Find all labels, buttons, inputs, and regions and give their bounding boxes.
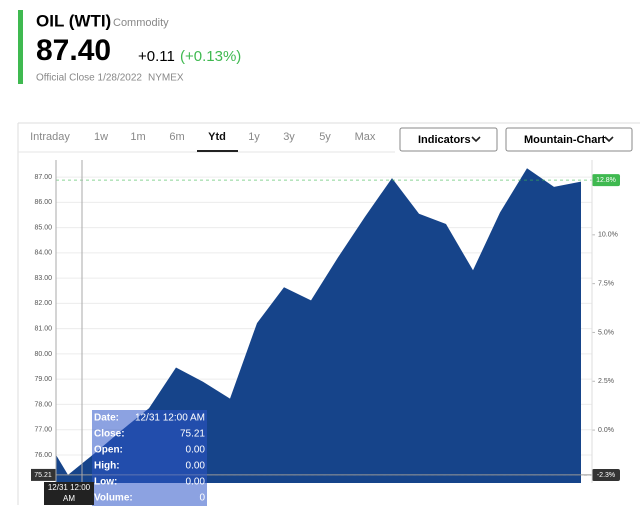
tab[interactable]: 1w [94,131,108,143]
badge [592,174,620,187]
tooltip-label: Open: [94,445,123,456]
y-tick-label: 83.00 [34,275,52,282]
price: 87.40 [36,34,111,67]
crosshair-badge [31,468,56,481]
tab[interactable]: 1m [130,131,145,143]
accent-bar [18,10,23,84]
y-tick-label: 82.00 [34,300,52,307]
tooltip-value: 0 [199,493,205,504]
tooltip-label: Date: [94,413,119,424]
tooltip-label: Close: [94,429,125,440]
y-tick-label: 76.00 [34,452,52,459]
y-tick-label: 78.00 [34,401,52,408]
y2-tick-label: 7.5% [598,280,614,287]
y-tick-label: 79.00 [34,376,52,383]
badge-label: -2.3% [597,472,615,479]
crosshair-x-label: 12/31 12:00 AM [44,482,94,505]
tooltip-value: 0.00 [186,461,206,472]
area [56,168,581,483]
y-tick-label: 81.00 [34,325,52,332]
change-percent: (+0.13%) [180,48,241,65]
tab[interactable]: 1y [248,131,260,143]
y-tick-label: 84.00 [34,250,52,257]
tab[interactable]: 3y [283,131,295,143]
y-tick-label: 85.00 [34,224,52,231]
tooltip-label: Volume: [94,493,133,504]
chevron [604,136,614,143]
chart-type-button[interactable] [505,127,633,152]
tooltip-value: 75.21 [180,429,205,440]
close-note: Official Close 1/28/2022 [36,73,142,84]
y2-tick-label: 10.0% [598,232,618,239]
y-tick-label: 86.00 [34,199,52,206]
tab[interactable]: 5y [319,131,331,143]
category: Commodity [113,17,169,29]
chevron [471,136,481,143]
tooltip [92,410,207,506]
tooltip-label: High: [94,461,120,472]
tooltip-value: 0.00 [186,477,206,488]
y2-tick-label: 5.0% [598,329,614,336]
y2-tick-label: 2.5% [598,378,614,385]
tab[interactable]: Ytd [208,131,226,143]
button-label: Indicators [418,134,471,146]
y2-tick-label: 0.0% [598,427,614,434]
badge [592,468,620,481]
change: +0.11 [138,48,175,65]
tab[interactable]: Intraday [30,131,70,143]
tab[interactable]: Max [355,131,376,143]
y-tick-label: 77.00 [34,427,52,434]
button-label: Mountain-Chart [524,134,606,146]
tab[interactable]: 6m [169,131,184,143]
crosshair-value: 75.21 [34,472,52,479]
y-tick-label: 87.00 [34,174,52,181]
badge-label: 12.8% [596,177,616,184]
indicators-button[interactable] [399,127,498,152]
tooltip-label: Low: [94,477,117,488]
tooltip-value: 12/31 12:00 AM [135,413,205,424]
y-tick-label: 80.00 [34,351,52,358]
exchange: NYMEX [148,73,184,84]
title: OIL (WTI) [36,11,111,30]
tooltip-value: 0.00 [186,445,206,456]
